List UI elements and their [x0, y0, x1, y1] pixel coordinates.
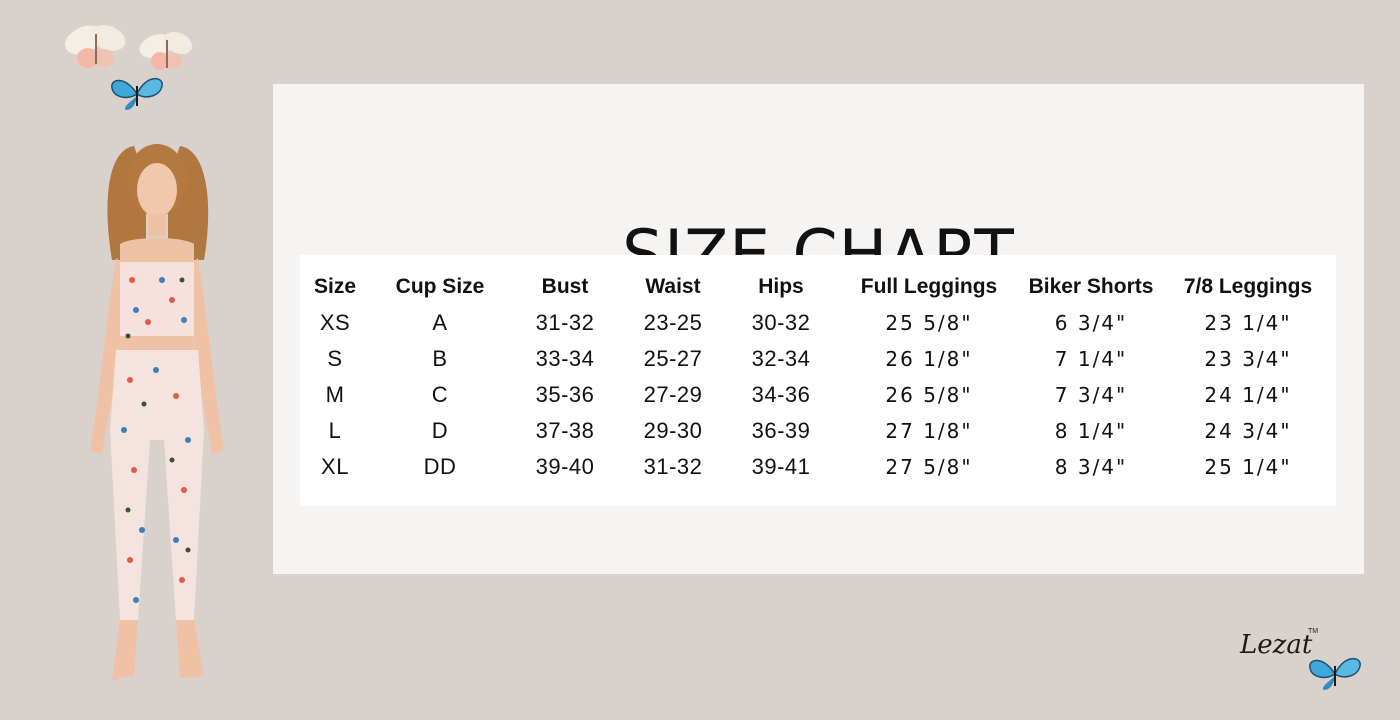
cell-size: XS	[319, 310, 351, 335]
table-header-row: Size Cup Size Bust Waist Hips Full Leggi…	[300, 269, 1336, 305]
table-row: XL DD 39-40 31-32 39-41 27 5/8" 8 3/4" 2…	[300, 449, 1336, 485]
header-hips: Hips	[758, 275, 804, 298]
cell-7-8-leggings: 25 1/4"	[1204, 455, 1292, 479]
table-row: S B 33-34 25-27 32-34 26 1/8" 7 1/4" 23 …	[300, 341, 1336, 377]
cell-waist: 29-30	[643, 418, 703, 443]
cell-cup-size: D	[431, 418, 449, 443]
cell-hips: 34-36	[751, 382, 811, 407]
cell-bust: 35-36	[535, 382, 595, 407]
cell-biker-shorts: 8 3/4"	[1054, 455, 1128, 479]
header-cup-size: Cup Size	[395, 275, 485, 298]
header-7-8-leggings: 7/8 Leggings	[1183, 275, 1313, 298]
cell-7-8-leggings: 23 3/4"	[1204, 347, 1292, 371]
cell-size: XL	[321, 454, 349, 479]
cell-size: S	[327, 346, 343, 371]
cell-full-leggings: 26 5/8"	[885, 383, 973, 407]
cell-7-8-leggings: 24 1/4"	[1204, 383, 1292, 407]
cell-size: M	[325, 382, 345, 407]
cell-bust: 31-32	[535, 310, 595, 335]
cell-biker-shorts: 6 3/4"	[1054, 311, 1128, 335]
cell-cup-size: B	[432, 346, 448, 371]
cell-size: L	[328, 418, 342, 443]
cell-waist: 31-32	[643, 454, 703, 479]
brand-logo-text: Lezat	[1240, 630, 1313, 660]
cell-hips: 39-41	[751, 454, 811, 479]
table-row: L D 37-38 29-30 36-39 27 1/8" 8 1/4" 24 …	[300, 413, 1336, 449]
header-size: Size	[313, 275, 357, 298]
blue-butterfly-icon	[1309, 658, 1361, 690]
cell-7-8-leggings: 24 3/4"	[1204, 419, 1292, 443]
cell-cup-size: A	[432, 310, 448, 335]
cell-waist: 25-27	[643, 346, 703, 371]
cell-cup-size: DD	[423, 454, 457, 479]
cell-cup-size: C	[431, 382, 449, 407]
header-biker-shorts: Biker Shorts	[1028, 275, 1154, 298]
cell-biker-shorts: 7 3/4"	[1054, 383, 1128, 407]
blue-butterfly-icon	[111, 78, 163, 110]
cell-waist: 27-29	[643, 382, 703, 407]
table-row: XS A 31-32 23-25 30-32 25 5/8" 6 3/4" 23…	[300, 305, 1336, 341]
brand-logo: Lezat TM	[1228, 626, 1318, 676]
size-table-card: Size Cup Size Bust Waist Hips Full Leggi…	[300, 255, 1336, 506]
cell-hips: 30-32	[751, 310, 811, 335]
size-table: Size Cup Size Bust Waist Hips Full Leggi…	[300, 269, 1336, 485]
table-row: M C 35-36 27-29 34-36 26 5/8" 7 3/4" 24 …	[300, 377, 1336, 413]
header-full-leggings: Full Leggings	[860, 275, 998, 298]
header-bust: Bust	[541, 275, 589, 298]
cell-hips: 36-39	[751, 418, 811, 443]
cream-butterfly-icon	[65, 25, 126, 68]
cell-full-leggings: 27 5/8"	[885, 455, 973, 479]
cell-hips: 32-34	[751, 346, 811, 371]
brand-trademark: TM	[1308, 628, 1319, 635]
cell-full-leggings: 26 1/8"	[885, 347, 973, 371]
cell-bust: 39-40	[535, 454, 595, 479]
cell-biker-shorts: 8 1/4"	[1054, 419, 1128, 443]
cell-biker-shorts: 7 1/4"	[1054, 347, 1128, 371]
cell-full-leggings: 25 5/8"	[885, 311, 973, 335]
cell-bust: 37-38	[535, 418, 595, 443]
cell-7-8-leggings: 23 1/4"	[1204, 311, 1292, 335]
header-waist: Waist	[645, 275, 701, 298]
cell-waist: 23-25	[643, 310, 703, 335]
cell-full-leggings: 27 1/8"	[885, 419, 973, 443]
size-chart-panel: SIZE CHART Size Cup Size	[273, 84, 1364, 574]
cell-bust: 33-34	[535, 346, 595, 371]
model-photo	[90, 144, 224, 680]
cream-butterfly-icon	[139, 31, 193, 70]
